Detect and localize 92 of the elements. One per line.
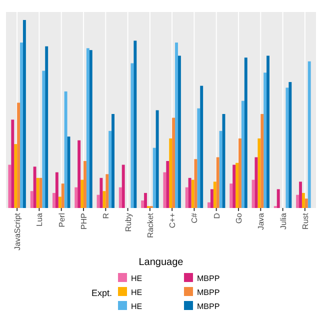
bar [230,184,233,208]
x-tick-label: D [212,212,222,219]
bar [156,110,159,208]
bar [166,161,170,208]
bar [244,58,248,208]
bar [39,178,42,208]
bar [112,114,114,208]
bar [264,72,267,208]
bar [100,178,103,208]
bar [169,138,172,208]
bar [108,130,112,208]
bar [78,140,81,208]
bar [304,198,308,208]
bar [302,192,305,208]
bar [14,144,18,208]
bar [152,148,156,208]
legend-title: Expt. [91,288,112,298]
bar [241,100,244,208]
bar [45,46,48,208]
bar [8,164,12,208]
x-tick-label: Racket [146,212,155,238]
x-tick-label: Ruby [124,213,133,232]
bar [30,191,34,208]
bar [238,138,242,208]
bar [175,42,178,208]
bar [208,202,210,208]
bar [58,196,62,208]
bar [122,164,125,208]
bar [254,157,258,208]
bar [219,130,222,208]
bar [308,61,311,208]
bar [106,174,109,208]
x-tick-label: Perl [57,212,66,228]
x-tick-label: Rust [300,212,310,230]
bar [197,108,200,208]
bar [89,50,92,208]
bar [266,56,270,208]
bar [258,138,261,208]
bar [296,194,300,208]
bar [210,189,214,208]
legend-label: MBPP [197,274,220,283]
bar [178,56,181,208]
x-tick-label: Java [256,212,266,230]
x-tick-label: C++ [168,212,178,228]
bar [61,184,64,208]
bar [130,63,134,208]
bar [276,189,280,208]
bar [288,82,292,208]
legend-label: MBPP [197,288,220,297]
bar [185,187,188,208]
bar [86,48,90,208]
bar [52,192,56,208]
bar [64,91,68,208]
bar [236,162,238,208]
bar [22,20,26,208]
x-tick-label: C# [190,212,200,224]
bar [188,178,192,208]
bar [144,192,147,208]
bar [200,86,204,208]
bar [42,70,46,208]
bar [33,166,36,208]
bar [102,191,106,208]
bar [163,172,166,208]
bar [194,159,198,208]
bar [286,88,289,208]
bar [172,118,176,208]
bar [134,40,137,208]
x-tick-label: Go [234,212,244,224]
legend-label: HE [131,302,142,311]
bar [260,114,264,208]
bar [299,182,302,208]
x-tick-label: R [102,212,111,219]
bar [141,200,144,208]
x-tick-label: Julia [278,212,288,230]
bar [80,180,84,208]
bar [118,187,122,208]
legend-label: MBPP [197,302,220,311]
x-tick-label: PHP [80,213,88,230]
bar [20,42,23,208]
legend-label: HE [131,274,142,283]
bar [84,161,86,208]
bar [232,164,236,208]
x-tick-label: JavaScript [13,212,22,250]
legend-label: HE [131,288,142,297]
bar [17,102,20,208]
bar [213,182,216,208]
x-axis-title: Language [138,257,184,268]
bar [55,172,58,208]
bar [74,187,78,208]
x-tick-label: Lua [35,212,44,226]
bar [216,157,220,208]
bar [11,120,14,208]
